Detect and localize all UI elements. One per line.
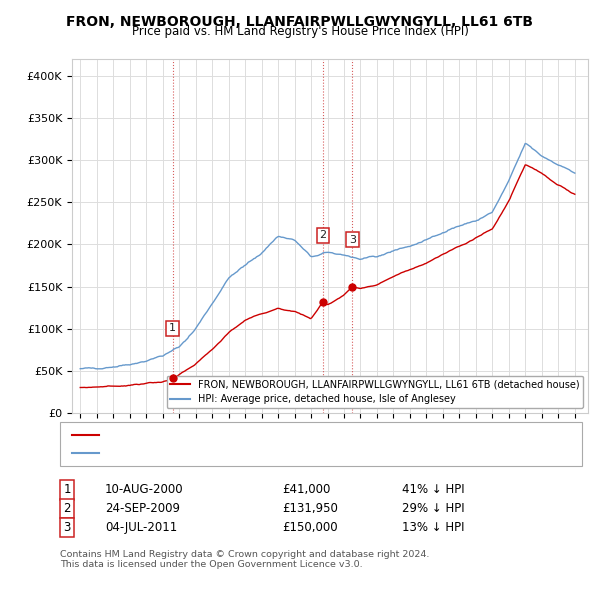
Text: 1: 1 — [64, 483, 71, 496]
Text: 24-SEP-2009: 24-SEP-2009 — [105, 502, 180, 515]
Text: FRON, NEWBOROUGH, LLANFAIRPWLLGWYNGYLL, LL61 6TB (detached house): FRON, NEWBOROUGH, LLANFAIRPWLLGWYNGYLL, … — [102, 430, 507, 440]
Text: FRON, NEWBOROUGH, LLANFAIRPWLLGWYNGYLL, LL61 6TB: FRON, NEWBOROUGH, LLANFAIRPWLLGWYNGYLL, … — [67, 15, 533, 29]
Text: £41,000: £41,000 — [282, 483, 331, 496]
Legend: FRON, NEWBOROUGH, LLANFAIRPWLLGWYNGYLL, LL61 6TB (detached house), HPI: Average : FRON, NEWBOROUGH, LLANFAIRPWLLGWYNGYLL, … — [167, 375, 583, 408]
Text: 41% ↓ HPI: 41% ↓ HPI — [402, 483, 464, 496]
Text: £150,000: £150,000 — [282, 521, 338, 534]
Text: 3: 3 — [349, 235, 356, 245]
Text: 3: 3 — [64, 521, 71, 534]
Text: £131,950: £131,950 — [282, 502, 338, 515]
Text: HPI: Average price, detached house, Isle of Anglesey: HPI: Average price, detached house, Isle… — [102, 448, 377, 457]
Text: 29% ↓ HPI: 29% ↓ HPI — [402, 502, 464, 515]
Text: 2: 2 — [64, 502, 71, 515]
Text: 10-AUG-2000: 10-AUG-2000 — [105, 483, 184, 496]
Text: 2: 2 — [320, 231, 326, 241]
Text: 1: 1 — [169, 323, 176, 333]
Text: Price paid vs. HM Land Registry's House Price Index (HPI): Price paid vs. HM Land Registry's House … — [131, 25, 469, 38]
Text: Contains HM Land Registry data © Crown copyright and database right 2024.
This d: Contains HM Land Registry data © Crown c… — [60, 550, 430, 569]
Text: 13% ↓ HPI: 13% ↓ HPI — [402, 521, 464, 534]
Text: 04-JUL-2011: 04-JUL-2011 — [105, 521, 177, 534]
